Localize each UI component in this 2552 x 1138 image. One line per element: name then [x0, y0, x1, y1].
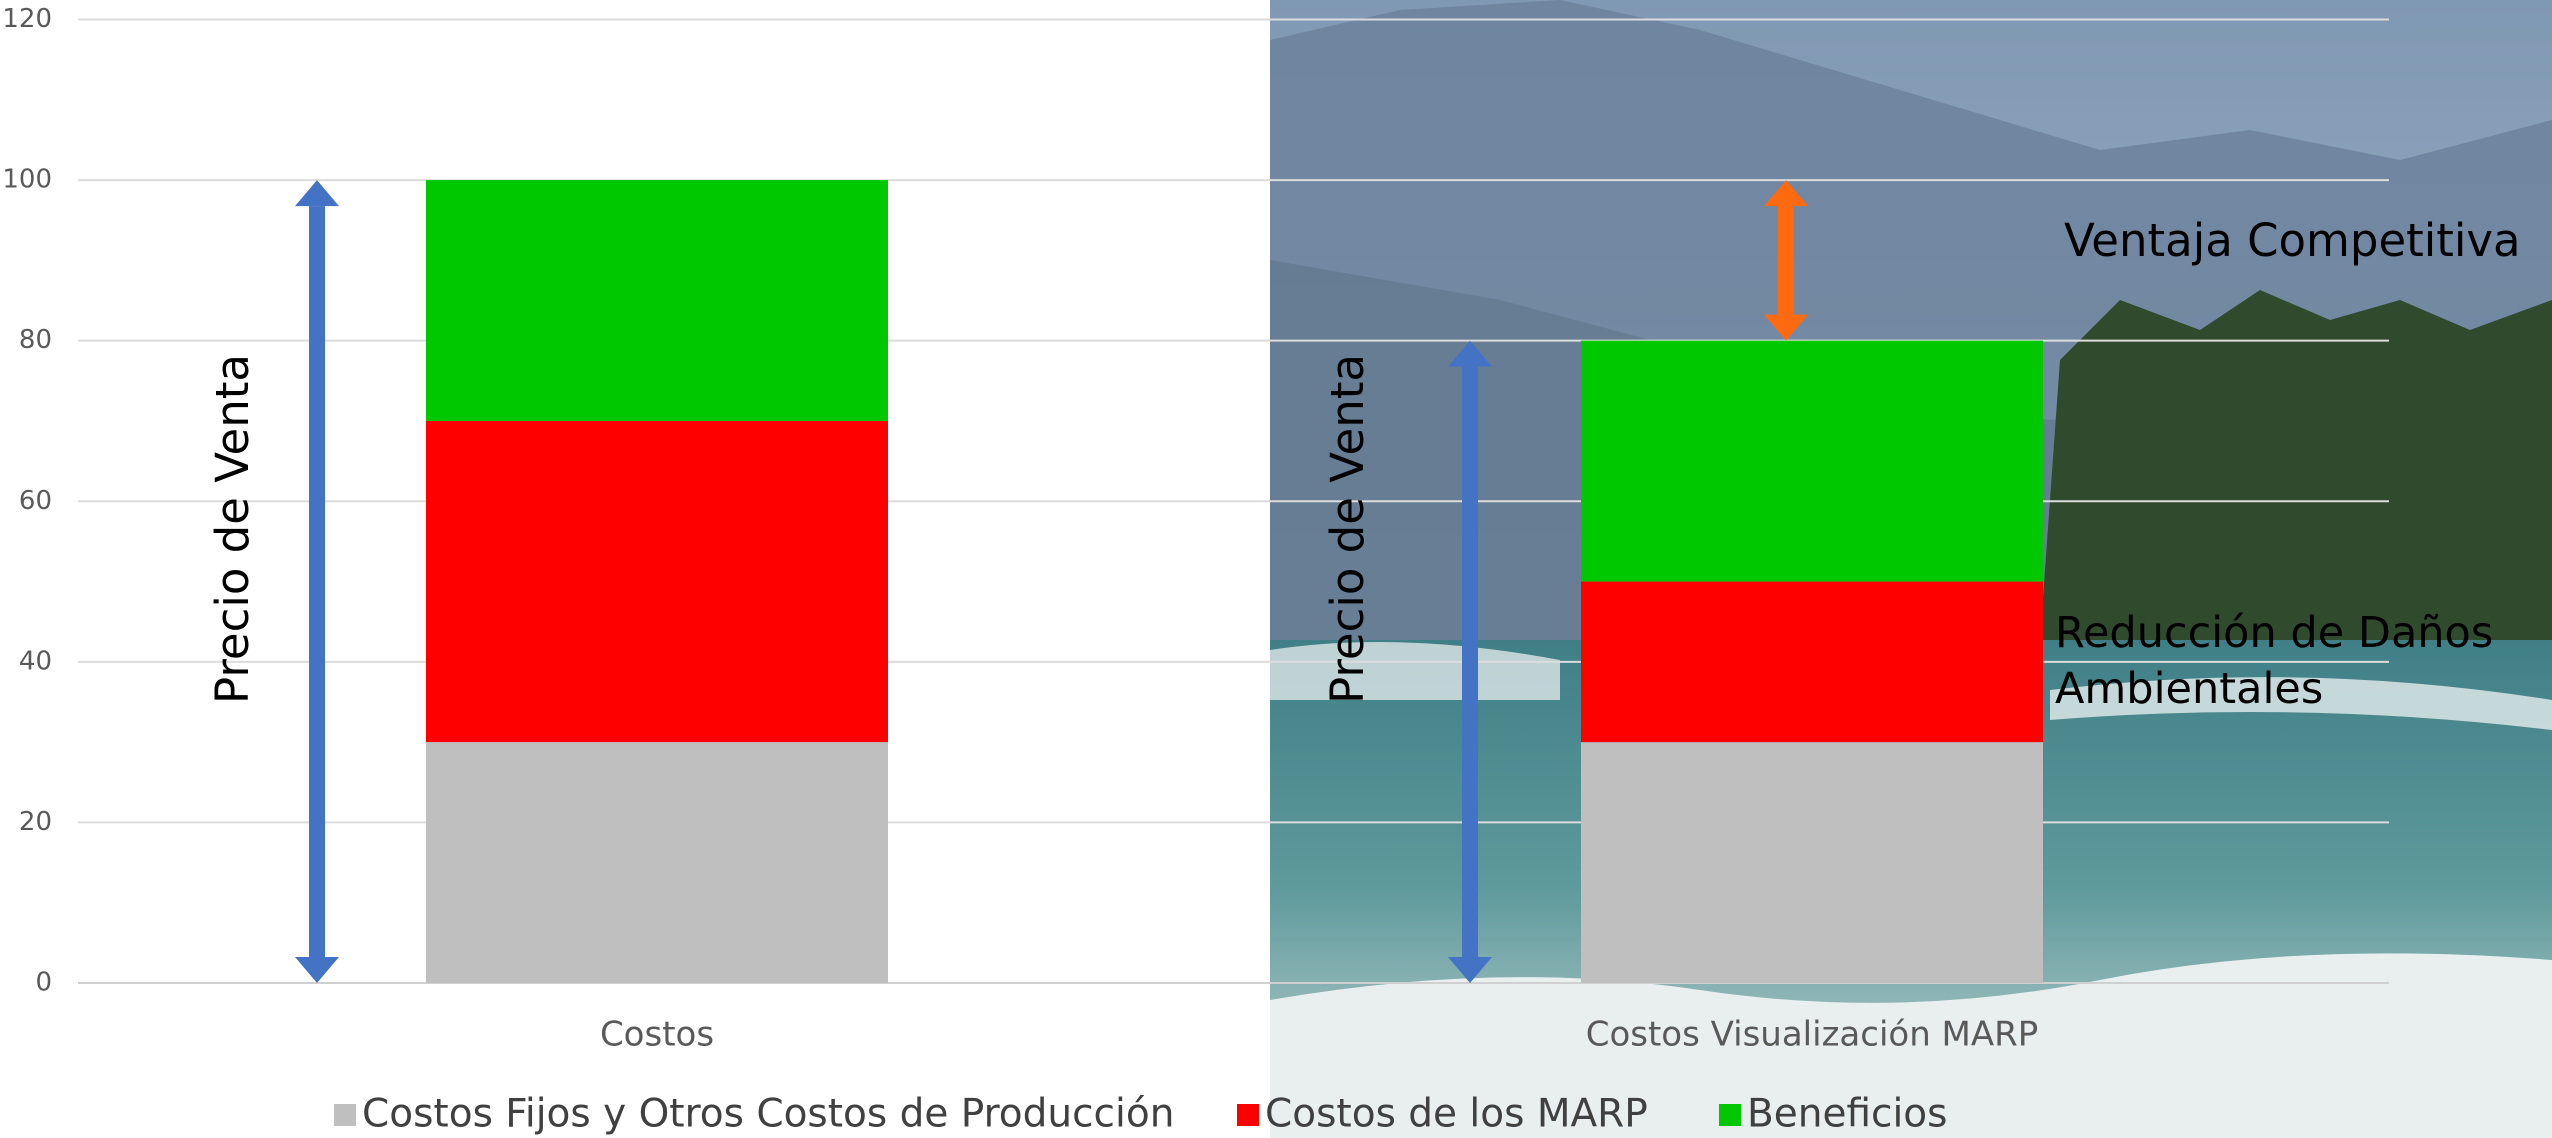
annotation: Precio de Venta	[206, 354, 259, 704]
y-tick-label: 120	[2, 4, 52, 34]
legend-label: Beneficios	[1747, 1092, 1947, 1137]
bar-segment	[426, 180, 888, 421]
y-tick-label: 80	[19, 325, 52, 355]
legend-swatch	[1719, 1104, 1741, 1126]
annotation-box: Reducción de Daños Ambientales	[2055, 605, 2552, 735]
annotation: Ventaja Competitiva	[2064, 214, 2521, 267]
x-tick-label: Costos Visualización MARP	[1586, 1015, 2039, 1055]
bar-segment	[1581, 341, 2043, 582]
chart: 0 20 40 60 80 100 120 Costos Costos Visualizació…	[0, 0, 2552, 1138]
bar-segment	[1581, 742, 2043, 983]
legend-swatch	[334, 1104, 356, 1126]
y-tick-label: 100	[2, 165, 52, 195]
y-tick-label: 60	[19, 486, 52, 516]
annotation: Precio de Venta	[1321, 354, 1374, 704]
y-tick-label: 0	[35, 968, 52, 998]
x-tick-label: Costos	[600, 1015, 714, 1055]
legend-label: Costos Fijos y Otros Costos de Producció…	[362, 1092, 1174, 1137]
annotation: Reducción de Daños Ambientales	[2055, 605, 2515, 717]
bar-segment	[426, 742, 888, 983]
bar-segment	[426, 421, 888, 742]
y-tick-label: 20	[19, 807, 52, 837]
y-tick-label: 40	[19, 646, 52, 676]
legend-swatch	[1237, 1104, 1259, 1126]
bar-segment	[1581, 582, 2043, 743]
legend-label: Costos de los MARP	[1265, 1092, 1648, 1137]
